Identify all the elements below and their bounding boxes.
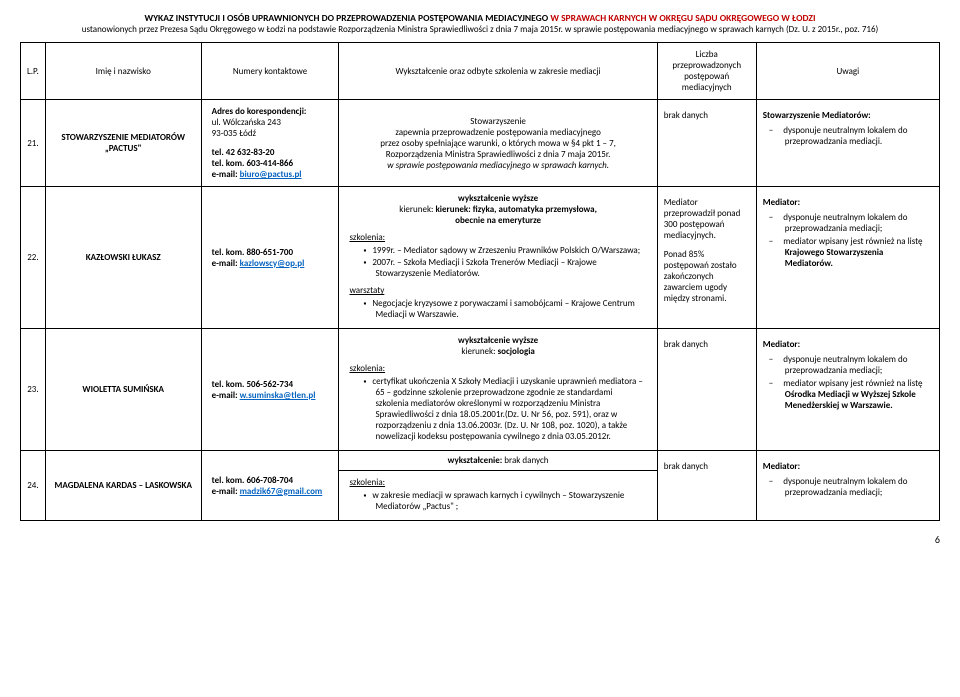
trainings-label: szkolenia: bbox=[349, 232, 646, 243]
row-lp: 24. bbox=[21, 451, 46, 521]
row-contact: tel. kom. 506-562-734 e-mail: w.suminska… bbox=[201, 329, 339, 451]
row-count: brak danych bbox=[657, 329, 756, 451]
subtitle-italic: w sprawie postępowania mediacyjnego w sp… bbox=[565, 24, 786, 35]
col-header-contact: Numery kontaktowe bbox=[201, 43, 339, 100]
row-notes: Mediator: dysponuje neutralnym lokalem d… bbox=[756, 187, 939, 329]
contact-line: tel. kom. 880-651-700 bbox=[212, 247, 333, 258]
subtitle-part1: ustanowionych przez Prezesa Sądu Okręgow… bbox=[82, 24, 565, 35]
row-contact: Adres do korespondencji: ul. Wólczańska … bbox=[201, 100, 339, 187]
row-edu: szkolenia: w zakresie mediacji w sprawac… bbox=[339, 471, 657, 521]
notes-item: mediator wpisany jest również na listę O… bbox=[769, 378, 933, 411]
contact-line: tel. kom. 606-708-704 bbox=[212, 475, 333, 486]
row-contact: tel. kom. 880-651-700 e-mail: kazlowscy@… bbox=[201, 187, 339, 329]
trainings-label: szkolenia: bbox=[349, 363, 646, 374]
notes-item: dysponuje neutralnym lokalem do przeprow… bbox=[769, 476, 933, 498]
header-row: L.P. Imię i nazwisko Numery kontaktowe W… bbox=[21, 43, 940, 100]
email-link[interactable]: w.suminska@tlen.pl bbox=[240, 390, 316, 401]
training-item: certyfikat ukończenia X Szkoły Mediacji … bbox=[363, 376, 646, 442]
notes-header: Mediator: bbox=[763, 197, 933, 208]
email-link[interactable]: kazlowscy@op.pl bbox=[240, 258, 305, 269]
edu-degree: wykształcenie wyższe bbox=[349, 193, 646, 204]
training-item: 1999r. – Mediator sądowy w Zrzeszeniu Pr… bbox=[363, 245, 646, 256]
notes-header: Mediator: bbox=[763, 339, 933, 350]
contact-line: e-mail: w.suminska@tlen.pl bbox=[212, 390, 333, 401]
row-lp: 23. bbox=[21, 329, 46, 451]
count-line: Ponad 85% postępowań zostało zakończonyc… bbox=[664, 249, 750, 304]
title-part1: WYKAZ INSTYTUCJI I OSÓB UPRAWNIONYCH DO … bbox=[144, 12, 550, 24]
edu-dir: kierunek: kierunek: fizyka, automatyka p… bbox=[349, 204, 646, 215]
notes-header: Stowarzyszenie Mediatorów: bbox=[763, 110, 933, 121]
row-count: Mediator przeprowadził ponad 300 postępo… bbox=[657, 187, 756, 329]
row-name: KAZŁOWSKI ŁUKASZ bbox=[45, 187, 201, 329]
row-notes: Stowarzyszenie Mediatorów: dysponuje neu… bbox=[756, 100, 939, 187]
email-label: e-mail: bbox=[212, 169, 240, 180]
contact-line: e-mail: kazlowscy@op.pl bbox=[212, 258, 333, 269]
edu-dir: kierunek: socjologia bbox=[349, 346, 646, 357]
col-header-notes: Uwagi bbox=[756, 43, 939, 100]
row-notes: Mediator: dysponuje neutralnym lokalem d… bbox=[756, 451, 939, 521]
notes-item: dysponuje neutralnym lokalem do przeprow… bbox=[769, 125, 933, 147]
contact-line: tel. kom. 506-562-734 bbox=[212, 379, 333, 390]
warsztaty-label: warsztaty bbox=[349, 285, 646, 296]
row-count: brak danych bbox=[657, 100, 756, 187]
notes-item: mediator wpisany jest również na listę K… bbox=[769, 236, 933, 269]
table-row: 22. KAZŁOWSKI ŁUKASZ tel. kom. 880-651-7… bbox=[21, 187, 940, 329]
row-edu: wykształcenie wyższe kierunek: socjologi… bbox=[339, 329, 657, 451]
row-count: brak danych bbox=[657, 451, 756, 521]
document-title: WYKAZ INSTYTUCJI I OSÓB UPRAWNIONYCH DO … bbox=[20, 12, 940, 24]
edu-degree: wykształcenie wyższe bbox=[349, 335, 646, 346]
email-label: e-mail: bbox=[212, 486, 240, 497]
edu-line: Rozporządzenia Ministra Sprawiedliwości … bbox=[349, 149, 646, 160]
subtitle-part2: (Dz. U. z 2015r., poz. 716) bbox=[786, 24, 878, 35]
row-edu-degree: wykształcenie: brak danych bbox=[339, 451, 657, 471]
title-red: W SPRAWACH KARNYCH W OKRĘGU SĄDU OKRĘGOW… bbox=[550, 12, 815, 24]
email-link[interactable]: biuro@pactus.pl bbox=[240, 169, 302, 180]
contact-line: e-mail: madzik67@gmail.com bbox=[212, 486, 333, 497]
edu-line: przez osoby spełniające warunki, o który… bbox=[349, 138, 646, 149]
row-notes: Mediator: dysponuje neutralnym lokalem d… bbox=[756, 329, 939, 451]
count-line: Mediator przeprowadził ponad 300 postępo… bbox=[664, 197, 750, 241]
notes-item: dysponuje neutralnym lokalem do przeprow… bbox=[769, 212, 933, 234]
contact-line: tel. 42 632-83-20 bbox=[212, 147, 333, 158]
training-item: 2007r. – Szkoła Mediacji i Szkoła Trener… bbox=[363, 257, 646, 279]
document-page: WYKAZ INSTYTUCJI I OSÓB UPRAWNIONYCH DO … bbox=[0, 0, 960, 529]
col-header-lp: L.P. bbox=[21, 43, 46, 100]
col-header-edu: Wykształcenie oraz odbyte szkolenia w za… bbox=[339, 43, 657, 100]
table-row: 21. STOWARZYSZENIE MEDIATORÓW „PACTUS" A… bbox=[21, 100, 940, 187]
document-subtitle: ustanowionych przez Prezesa Sądu Okręgow… bbox=[20, 24, 940, 36]
col-header-name: Imię i nazwisko bbox=[45, 43, 201, 100]
notes-header: Mediator: bbox=[763, 461, 933, 472]
row-edu: wykształcenie wyższe kierunek: kierunek:… bbox=[339, 187, 657, 329]
contact-line: tel. kom. 603-414-866 bbox=[212, 158, 333, 169]
table-row-degree: 24. MAGDALENA KARDAS – LASKOWSKA tel. ko… bbox=[21, 451, 940, 471]
col-header-count: Liczba przeprowadzonych postępowań media… bbox=[657, 43, 756, 100]
edu-dir2: obecnie na emeryturze bbox=[349, 215, 646, 226]
row-name: MAGDALENA KARDAS – LASKOWSKA bbox=[45, 451, 201, 521]
page-number: 6 bbox=[0, 529, 960, 546]
row-lp: 22. bbox=[21, 187, 46, 329]
contact-line: 93-035 Łódź bbox=[212, 128, 333, 139]
email-link[interactable]: madzik67@gmail.com bbox=[240, 486, 323, 497]
notes-item: dysponuje neutralnym lokalem do przeprow… bbox=[769, 354, 933, 376]
row-edu: Stowarzyszenie zapewnia przeprowadzenie … bbox=[339, 100, 657, 187]
table-row: 23. WIOLETTA SUMIŃSKA tel. kom. 506-562-… bbox=[21, 329, 940, 451]
row-name: WIOLETTA SUMIŃSKA bbox=[45, 329, 201, 451]
email-label: e-mail: bbox=[212, 258, 240, 269]
workshop-item: Negocjacje kryzysowe z porywaczami i sam… bbox=[363, 298, 646, 320]
contact-line: ul. Wólczańska 243 bbox=[212, 117, 333, 128]
training-item: w zakresie mediacji w sprawach karnych i… bbox=[363, 490, 646, 512]
trainings-label: szkolenia: bbox=[349, 477, 646, 488]
row-contact: tel. kom. 606-708-704 e-mail: madzik67@g… bbox=[201, 451, 339, 521]
mediators-table: L.P. Imię i nazwisko Numery kontaktowe W… bbox=[20, 42, 940, 521]
row-lp: 21. bbox=[21, 100, 46, 187]
email-label: e-mail: bbox=[212, 390, 240, 401]
row-name: STOWARZYSZENIE MEDIATORÓW „PACTUS" bbox=[45, 100, 201, 187]
edu-line: Stowarzyszenie bbox=[349, 116, 646, 127]
contact-line: e-mail: biuro@pactus.pl bbox=[212, 169, 333, 180]
edu-line: w sprawie postępowania mediacyjnego w sp… bbox=[349, 160, 646, 171]
contact-line: Adres do korespondencji: bbox=[212, 106, 333, 117]
edu-line: zapewnia przeprowadzenie postępowania me… bbox=[349, 127, 646, 138]
